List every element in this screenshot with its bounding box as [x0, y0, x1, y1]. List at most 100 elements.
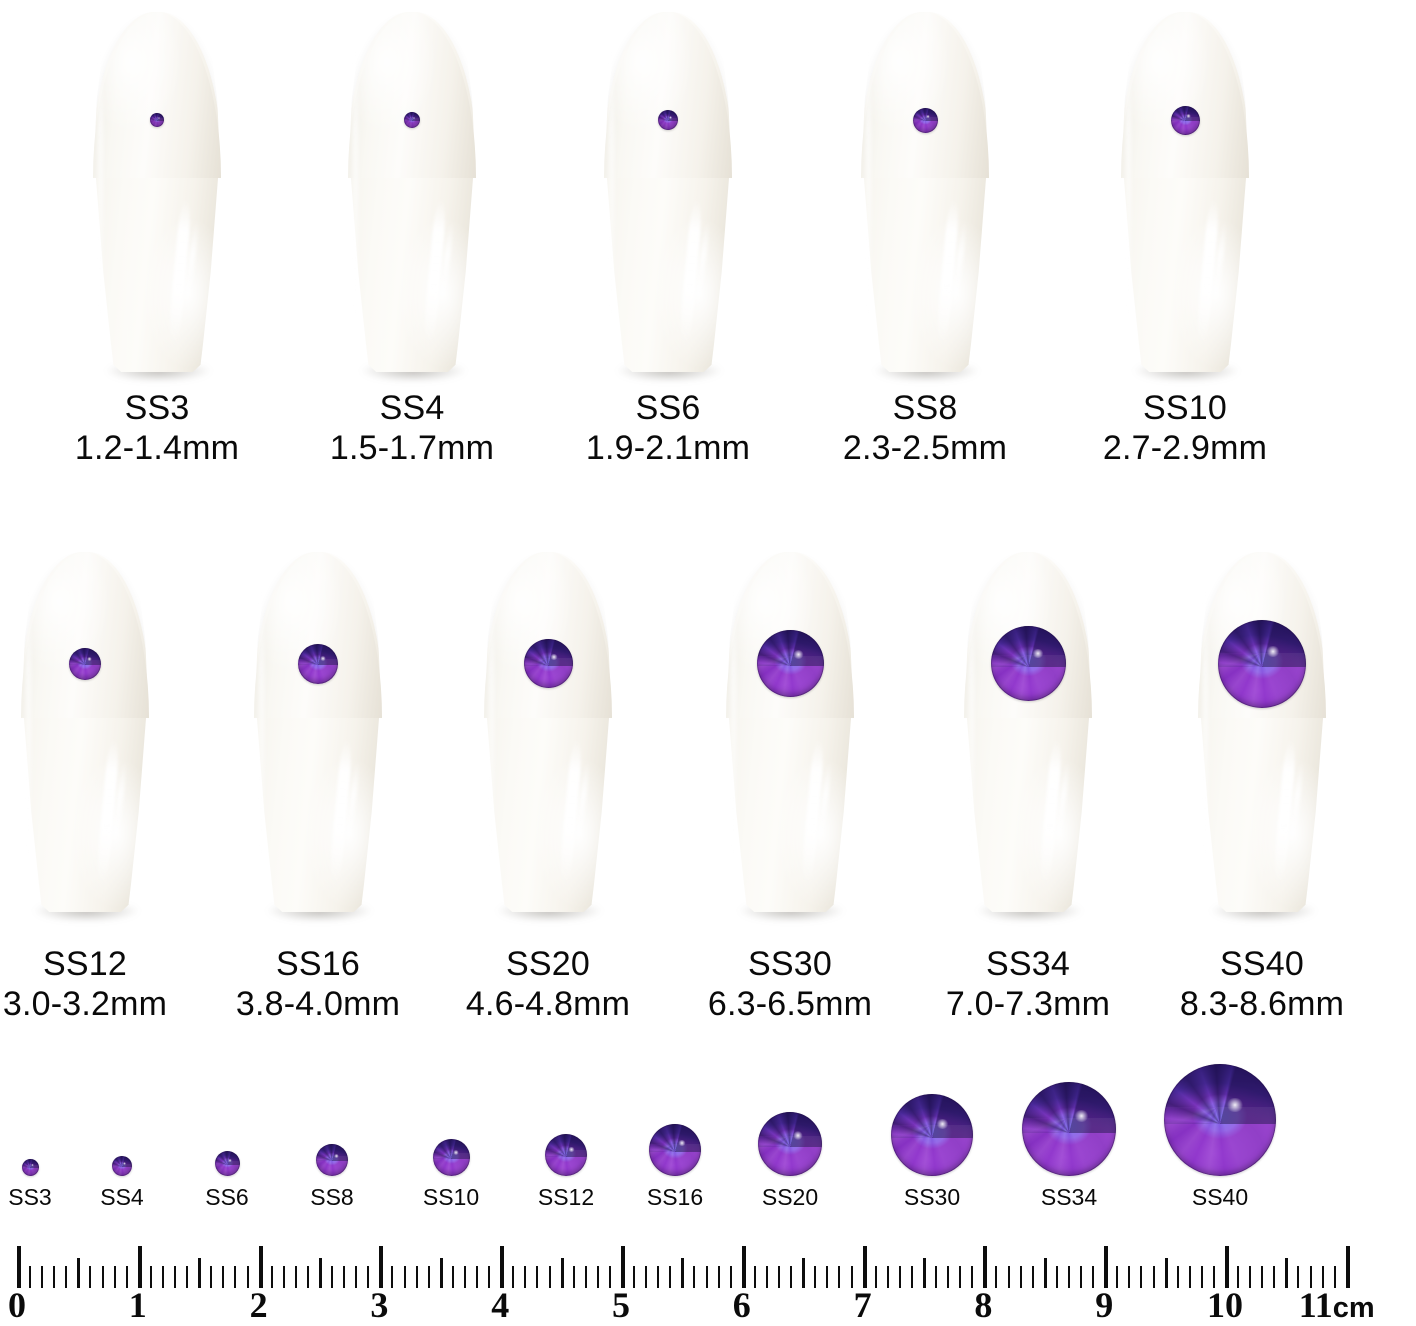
ruler-tick-minor — [174, 1266, 177, 1288]
ruler-tick-major — [500, 1246, 505, 1288]
nail-shape — [21, 552, 149, 922]
caption-size-code: SS30 — [748, 945, 832, 983]
ruler-tick-major — [621, 1246, 625, 1288]
gem-sparkle-icon — [936, 1118, 950, 1130]
nail-tip-ss6[interactable] — [604, 12, 732, 382]
ruler-tick-minor — [125, 1266, 128, 1288]
nail-shape — [1121, 12, 1249, 382]
ruler-tick-minor — [427, 1266, 430, 1288]
ruler-tick-minor — [451, 1266, 454, 1288]
gem-sparkle-icon — [452, 1150, 459, 1155]
ruler-tick-minor — [765, 1266, 768, 1288]
scale-label-ss4: SS4 — [100, 1184, 144, 1210]
ruler-number-9: 9 — [1095, 1285, 1114, 1325]
ruler-number-2: 2 — [249, 1285, 268, 1325]
scale-label-ss12: SS12 — [537, 1184, 595, 1210]
nail-tip-ss3[interactable] — [93, 12, 221, 382]
ruler-tick-minor — [548, 1266, 551, 1288]
nail-tip-ss34[interactable] — [964, 552, 1092, 922]
nail-tip-ss4[interactable] — [348, 12, 476, 382]
nail-tip-ss12[interactable] — [21, 552, 149, 922]
nail-shape — [254, 552, 382, 922]
ruler-tick-minor — [1200, 1266, 1203, 1288]
nail-tip-ss40[interactable] — [1198, 552, 1326, 922]
nail-shape — [726, 552, 854, 922]
ruler-tick-minor — [572, 1266, 575, 1288]
ruler-tick-minor — [1152, 1266, 1155, 1288]
ruler-tick-minor — [910, 1266, 913, 1288]
ruler-tick-major — [741, 1246, 746, 1288]
gem-on-nail-ss8 — [912, 107, 938, 133]
ruler-tick-major — [137, 1246, 142, 1288]
ruler-tick-minor — [717, 1266, 720, 1288]
nail-tip-ss8[interactable] — [861, 12, 989, 382]
ruler-tick-minor — [1116, 1266, 1119, 1288]
caption-size-mm: 8.3-8.6mm — [1179, 985, 1345, 1024]
ruler-tick-minor — [210, 1266, 213, 1288]
scale-gem-ss16 — [649, 1124, 701, 1176]
nail-body — [605, 12, 731, 372]
nail-tip-ss10[interactable] — [1121, 12, 1249, 382]
caption-size-mm: 3.0-3.2mm — [2, 985, 168, 1024]
nail-shape — [964, 552, 1092, 922]
ruler-tick-minor — [1080, 1266, 1083, 1288]
caption-size-code: SS4 — [379, 389, 445, 427]
ruler-tick-minor — [886, 1266, 889, 1288]
ruler-number-10: 10 — [1207, 1285, 1243, 1325]
scale-label-ss30: SS30 — [903, 1184, 961, 1210]
ruler-tick-minor — [89, 1266, 92, 1288]
gem-sparkle-icon — [320, 655, 327, 661]
ruler-tick-half — [319, 1258, 322, 1288]
ruler-tick-minor — [294, 1266, 297, 1288]
ruler-tick-minor — [753, 1266, 756, 1288]
caption-size-mm: 3.8-4.0mm — [235, 985, 401, 1024]
ruler-tick-half — [1043, 1258, 1047, 1288]
ruler-tick-minor — [959, 1266, 962, 1288]
ruler-tick-minor — [488, 1266, 491, 1288]
scale-label-ss10: SS10 — [422, 1184, 480, 1210]
nail-shape — [93, 12, 221, 382]
scale-gem-ss6 — [214, 1151, 240, 1176]
nail-tip-ss30[interactable] — [726, 552, 854, 922]
gem-sparkle-icon — [793, 650, 805, 659]
ruler-tick-minor — [524, 1266, 527, 1288]
caption-size-code: SS20 — [506, 945, 590, 983]
nail-tip-ss20[interactable] — [484, 552, 612, 922]
ruler-tick-minor — [306, 1266, 309, 1288]
nail-body — [727, 552, 853, 912]
ruler-tick-minor — [246, 1266, 249, 1288]
caption-size-mm: 4.6-4.8mm — [465, 985, 631, 1024]
ruler-tick-minor — [874, 1266, 877, 1288]
nail-shape — [484, 552, 612, 922]
nail-body — [94, 12, 220, 372]
ruler-tick-minor — [935, 1266, 938, 1288]
ruler-tick-minor — [29, 1266, 32, 1288]
ruler-tick-minor — [1019, 1266, 1022, 1288]
ruler-tick-major — [1225, 1246, 1229, 1288]
nail-caption-ss4: SS4 1.5-1.7mm — [252, 388, 572, 468]
ruler-number-7: 7 — [853, 1285, 872, 1325]
ruler-tick-minor — [1237, 1266, 1240, 1288]
scale-gem-ss20 — [758, 1112, 822, 1176]
ruler-tick-minor — [1067, 1266, 1070, 1288]
scale-gem-ss12 — [545, 1134, 587, 1176]
gem-on-nail-ss20 — [523, 639, 573, 689]
ruler-number-0: 0 — [8, 1285, 26, 1325]
gem-sparkle-icon — [1266, 645, 1281, 658]
caption-size-mm: 7.0-7.3mm — [945, 985, 1111, 1024]
ruler-tick-major — [862, 1246, 867, 1288]
ruler-tick-minor — [1055, 1266, 1058, 1288]
nail-tip-ss16[interactable] — [254, 552, 382, 922]
ruler-tick-minor — [1031, 1266, 1034, 1288]
scale-gem-ss10 — [432, 1139, 470, 1176]
scale-gem-ss34 — [1022, 1082, 1116, 1176]
ruler-number-11: 11cm — [1299, 1284, 1375, 1326]
ruler-tick-minor — [778, 1266, 781, 1288]
nail-body — [349, 12, 475, 372]
ruler-tick-major — [1104, 1246, 1109, 1288]
gem-on-nail-ss16 — [298, 643, 338, 684]
gem-sparkle-icon — [123, 1162, 127, 1165]
caption-size-code: SS8 — [892, 389, 958, 427]
ruler-tick-minor — [476, 1266, 479, 1288]
